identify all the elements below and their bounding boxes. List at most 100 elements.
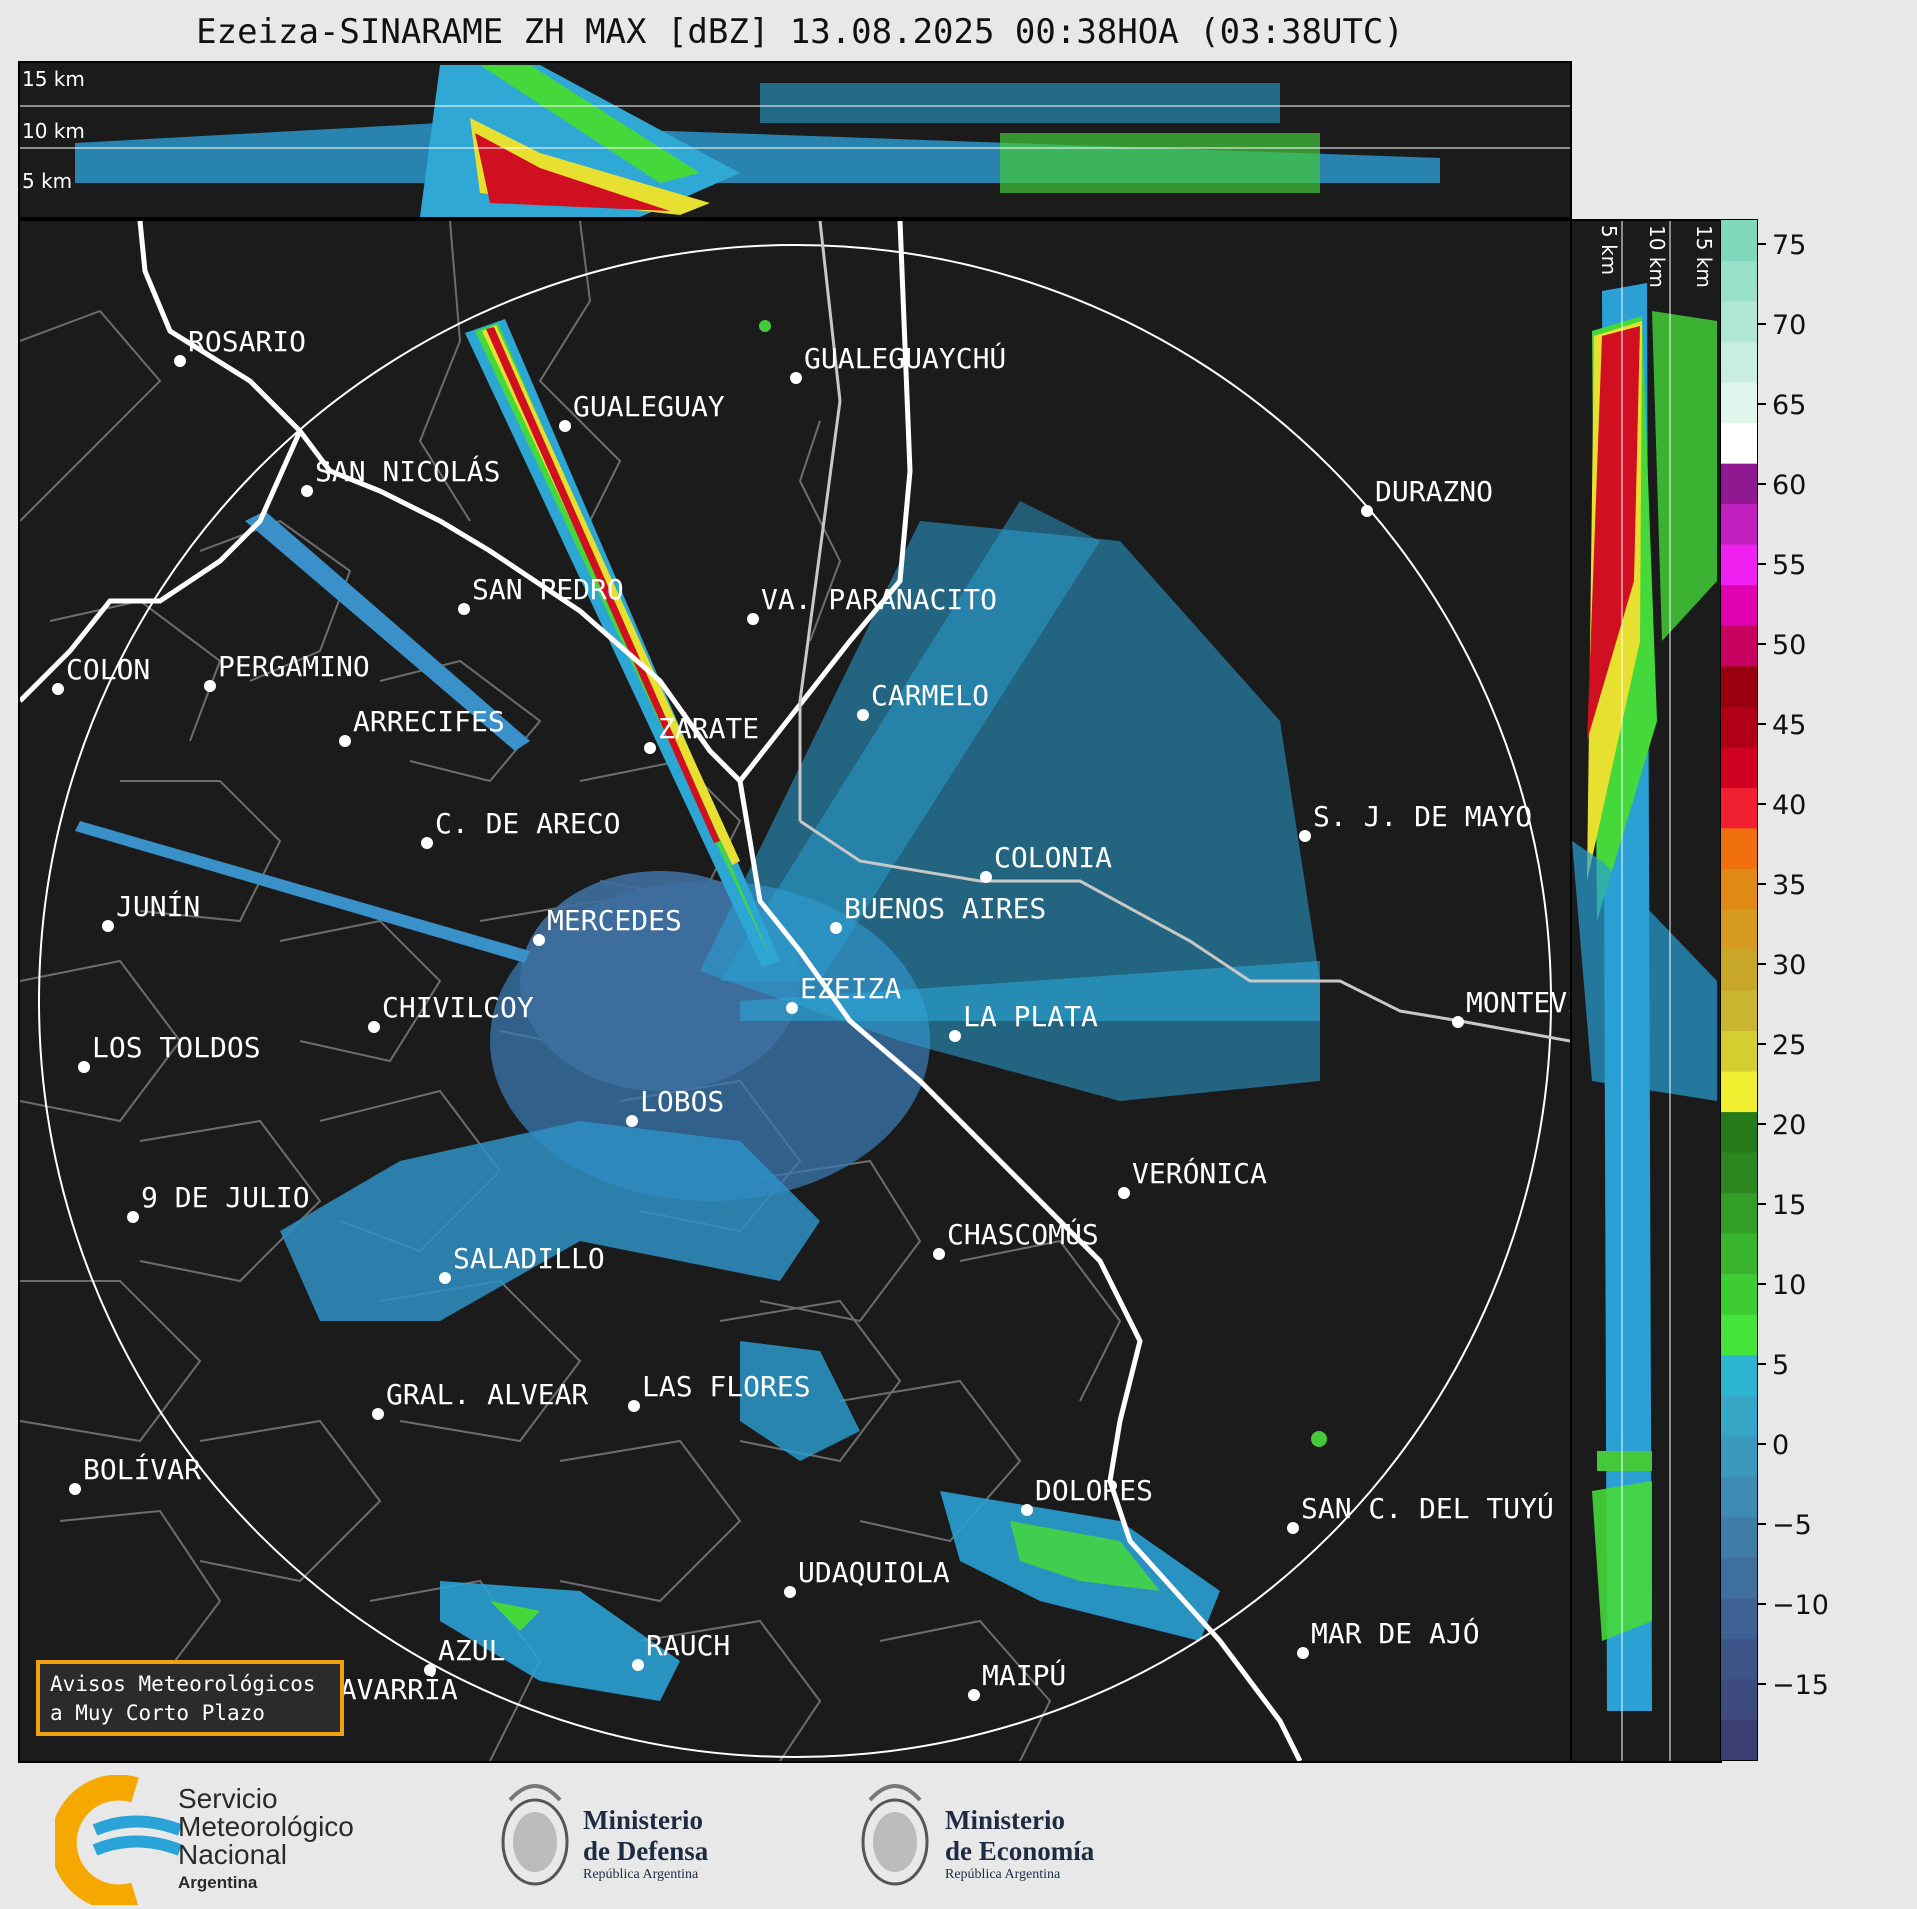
city-label: ROSARIO (188, 325, 306, 358)
radar-map-panel: ROSARIO GUALEGUAYCHÚ GUALEGUAY SAN NICOL… (18, 219, 1572, 1763)
city-label: DURAZNO (1375, 475, 1493, 508)
avisos-link-box[interactable]: Avisos Meteorológicos a Muy Corto Plazo (36, 1660, 344, 1736)
defensa-logo-text: Ministerio de Defensa República Argentin… (583, 1805, 708, 1883)
echo-core-red (475, 133, 670, 211)
colorbar-tick-label: −10 (1772, 1590, 1829, 1621)
echo-plume-green (480, 65, 700, 183)
colorbar-tick-label: 50 (1772, 630, 1806, 661)
top-cross-section-panel: 15 km 10 km 5 km (18, 61, 1572, 219)
colorbar-segment (1721, 1719, 1757, 1760)
colorbar-tick-label: 55 (1772, 550, 1806, 581)
city-label: ARRECIFES (353, 705, 505, 738)
city-label: SAN NICOLÁS (315, 454, 500, 488)
city-label: PERGAMINO (218, 650, 370, 683)
radar-map-svg: ROSARIO GUALEGUAYCHÚ GUALEGUAY SAN NICOL… (20, 221, 1570, 1761)
dbz-colorbar (1720, 219, 1758, 1761)
height-label-15km: 15 km (22, 67, 85, 91)
colorbar-tick-label: 15 (1772, 1190, 1806, 1221)
height-label-5km: 5 km (22, 169, 73, 193)
colorbar-segment (1721, 1273, 1757, 1315)
colorbar-segment (1721, 463, 1757, 505)
city-label: ZÁRATE (658, 711, 759, 745)
colorbar-tick-label: 65 (1772, 390, 1806, 421)
side-cross-section-svg (1572, 221, 1717, 1761)
city-label: GUALEGUAY (573, 390, 725, 423)
defensa-line1: Ministerio (583, 1805, 703, 1835)
smn-line1: Servicio (178, 1783, 278, 1814)
city-markers: ROSARIO GUALEGUAYCHÚ GUALEGUAY SAN NICOL… (52, 325, 1570, 1715)
city-label: C. DE ARECO (435, 807, 620, 840)
radar-echoes (75, 319, 1327, 1701)
colorbar-segment (1721, 706, 1757, 748)
colorbar-segment (1721, 1476, 1757, 1518)
colorbar-tick-label: 30 (1772, 950, 1806, 981)
colorbar-segment (1721, 341, 1757, 383)
colorbar-tick-label: 45 (1772, 710, 1806, 741)
city-label: 9 DE JULIO (141, 1181, 310, 1214)
uruguay-coast (798, 221, 1570, 1043)
city-label: GRAL. ALVEAR (386, 1378, 588, 1411)
echo-upper-band (760, 83, 1280, 123)
chart-title: Ezeiza-SINARAME ZH MAX [dBZ] 13.08.2025 … (196, 12, 1404, 52)
colorbar-tick-label: 25 (1772, 1030, 1806, 1061)
city-label: EZEIZA (800, 972, 901, 1005)
colorbar-segment (1721, 949, 1757, 991)
avisos-line2: a Muy Corto Plazo (50, 1701, 265, 1725)
city-label: JUNÍN (116, 889, 200, 923)
city-label: VERÓNICA (1132, 1156, 1267, 1190)
height-label-10km: 10 km (22, 119, 85, 143)
colorbar-segment (1721, 1354, 1757, 1396)
colorbar-segment (1721, 787, 1757, 829)
colorbar-segment (1721, 990, 1757, 1032)
city-label: BOLÍVAR (83, 1452, 201, 1486)
colorbar-segment (1721, 382, 1757, 424)
colorbar-svg (1721, 220, 1757, 1760)
echo-green-patch (1000, 133, 1320, 193)
colorbar-segment (1721, 827, 1757, 869)
range-ring (38, 244, 1552, 1758)
colorbar-segment (1721, 1597, 1757, 1639)
colorbar-segment (1721, 584, 1757, 626)
colorbar-segment (1721, 1030, 1757, 1072)
colorbar-tick-label: 20 (1772, 1110, 1806, 1141)
colorbar-tick-label: 0 (1772, 1430, 1789, 1461)
side-height-label-10km: 10 km (1645, 225, 1669, 288)
city-label: VA. PARANACITO (761, 583, 997, 616)
colorbar-segment (1721, 1233, 1757, 1275)
city-label: SALADILLO (453, 1242, 605, 1275)
side-height-label-15km: 15 km (1692, 225, 1716, 288)
colorbar-segment (1721, 301, 1757, 343)
economia-line2: de Economía (945, 1836, 1095, 1866)
colorbar-segment (1721, 1678, 1757, 1720)
colorbar-segment (1721, 665, 1757, 707)
city-label: CHIVILCOY (382, 991, 534, 1024)
colorbar-segment (1721, 260, 1757, 302)
economia-line1: Ministerio (945, 1805, 1065, 1835)
city-label: MONTEVIDEO (1466, 986, 1570, 1019)
colorbar-tick-label: −5 (1772, 1510, 1812, 1541)
city-label: MERCEDES (547, 904, 682, 937)
colorbar-segment (1721, 1192, 1757, 1234)
colorbar-tick-label: 70 (1772, 310, 1806, 341)
defensa-line2: de Defensa (583, 1836, 709, 1866)
city-label: LOS TOLDOS (92, 1031, 261, 1064)
city-label: BUENOS AIRES (844, 892, 1046, 925)
smn-line4: Argentina (178, 1873, 258, 1892)
side-height-label-5km: 5 km (1597, 225, 1621, 276)
city-label: SAN PEDRO (472, 573, 624, 606)
colorbar-segment (1721, 746, 1757, 788)
city-label: LA PLATA (963, 1000, 1098, 1033)
economia-line3: República Argentina (945, 1867, 1061, 1882)
colorbar-segment (1721, 1516, 1757, 1558)
city-label: GUALEGUAYCHÚ (804, 341, 1006, 375)
colorbar-segment (1721, 625, 1757, 667)
side-cross-section-panel: 5 km 10 km 15 km (1570, 219, 1722, 1763)
city-label: LAS FLORES (642, 1370, 811, 1403)
colorbar-segment (1721, 1111, 1757, 1153)
defensa-seal-icon (501, 1784, 569, 1886)
colorbar-segment (1721, 1557, 1757, 1599)
economia-logo-text: Ministerio de Economía República Argenti… (945, 1805, 1094, 1883)
colorbar-segment (1721, 422, 1757, 464)
city-label: MAR DE AJÓ (1311, 1616, 1480, 1650)
